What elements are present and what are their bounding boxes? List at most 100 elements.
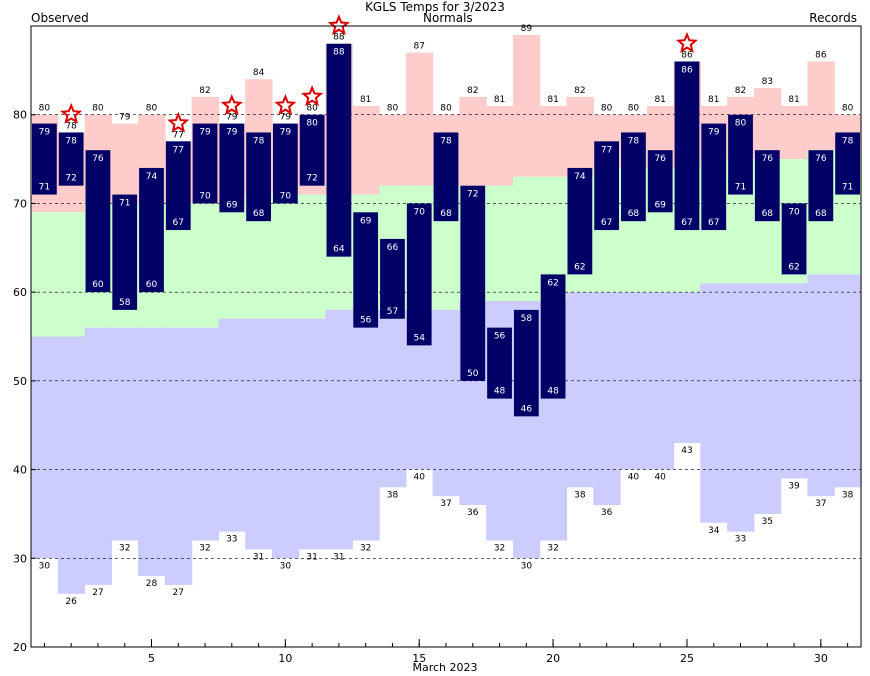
observed-low-label: 68: [815, 209, 827, 219]
record-low-label: 34: [708, 526, 720, 536]
record-star-icon: [301, 85, 324, 107]
record-low-band: [432, 309, 460, 497]
observed-high-label: 74: [146, 172, 158, 182]
observed-bar: [299, 114, 325, 186]
record-low-band: [84, 327, 112, 585]
record-low-band: [57, 336, 86, 594]
record-high-band: [753, 88, 782, 160]
observed-bar: [272, 123, 298, 204]
observed-low-label: 67: [173, 218, 184, 228]
record-low-band: [271, 318, 300, 559]
observed-bar: [754, 150, 780, 222]
record-high-label: 81: [494, 95, 505, 105]
normal-band: [486, 185, 514, 302]
record-low-band: [566, 292, 594, 488]
observed-bar: [621, 132, 646, 222]
observed-high-label: 58: [521, 314, 533, 324]
record-low-label: 38: [387, 490, 399, 500]
observed-bar: [165, 141, 191, 231]
record-low-label: 32: [547, 544, 558, 554]
observed-high-label: 79: [280, 128, 292, 138]
observed-high-label: 79: [39, 128, 51, 138]
normal-band: [31, 212, 59, 337]
record-low-label: 40: [628, 473, 640, 483]
record-high-label: 80: [387, 104, 399, 114]
record-low-label: 30: [280, 561, 292, 571]
record-low-label: 38: [842, 490, 854, 500]
chart-title: KGLS Temps for 3/2023: [365, 0, 505, 14]
observed-low-label: 71: [842, 183, 853, 193]
observed-low-label: 46: [521, 404, 533, 414]
record-star-icon: [675, 31, 698, 53]
normal-band: [191, 203, 220, 328]
record-high-band: [780, 105, 809, 160]
y-tick-label: 40: [13, 464, 27, 477]
record-high-label: 81: [360, 95, 371, 105]
observed-high-label: 79: [708, 128, 720, 138]
observed-low-label: 57: [387, 307, 398, 317]
record-high-label: 86: [815, 50, 827, 60]
record-low-band: [673, 292, 701, 443]
observed-bar: [674, 61, 700, 231]
normal-band: [298, 194, 327, 319]
observed-high-label: 80: [306, 119, 318, 129]
record-high-label: 80: [440, 104, 452, 114]
observed-bar: [808, 150, 834, 222]
record-high-label: 82: [735, 86, 746, 96]
observed-bar: [433, 132, 459, 222]
record-high-label: 88: [333, 33, 345, 43]
observed-bar: [513, 309, 539, 417]
observed-low-label: 71: [39, 183, 50, 193]
record-low-label: 33: [735, 535, 746, 545]
record-low-label: 36: [467, 508, 479, 518]
normal-band: [271, 194, 300, 319]
record-high-band: [352, 105, 380, 195]
record-high-label: 81: [788, 95, 799, 105]
observed-high-label: 66: [387, 243, 399, 253]
record-low-band: [138, 327, 166, 577]
record-high-label: 82: [574, 86, 585, 96]
observed-high-label: 78: [842, 136, 854, 146]
record-low-label: 32: [360, 544, 371, 554]
y-tick-label: 20: [13, 641, 27, 654]
legend-records: Records: [809, 11, 857, 25]
record-high-label: 79: [280, 113, 292, 123]
record-high-label: 78: [65, 121, 77, 131]
observed-bar: [835, 132, 860, 195]
record-high-label: 80: [306, 104, 318, 114]
observed-high-label: 76: [762, 154, 774, 164]
observed-high-label: 69: [360, 216, 372, 226]
record-star-icon: [220, 93, 243, 116]
normal-band: [512, 176, 541, 302]
record-low-band: [593, 292, 621, 506]
observed-high-label: 70: [413, 207, 425, 217]
record-low-band: [191, 327, 220, 541]
record-high-label: 81: [654, 95, 665, 105]
record-low-band: [753, 283, 782, 514]
record-low-band: [111, 327, 139, 541]
observed-low-label: 68: [440, 209, 452, 219]
record-high-band: [512, 34, 541, 177]
record-high-label: 80: [842, 104, 854, 114]
record-high-label: 80: [39, 104, 51, 114]
observed-bar: [192, 123, 218, 204]
record-low-label: 32: [199, 544, 210, 554]
record-high-band: [566, 96, 594, 177]
observed-bar: [540, 274, 566, 399]
observed-high-label: 80: [735, 119, 747, 129]
observed-low-label: 64: [333, 245, 345, 255]
observed-high-label: 72: [467, 190, 478, 200]
observed-high-label: 76: [654, 154, 666, 164]
record-high-band: [807, 61, 835, 151]
y-tick-label: 60: [13, 286, 27, 299]
record-high-band: [486, 105, 514, 186]
observed-high-label: 76: [92, 154, 104, 164]
observed-high-label: 88: [333, 48, 345, 58]
y-tick-label: 50: [13, 375, 27, 388]
x-tick-label: 15: [412, 652, 426, 665]
observed-low-label: 67: [601, 218, 612, 228]
record-low-label: 32: [494, 544, 505, 554]
observed-bar: [781, 203, 807, 275]
observed-high-label: 78: [628, 136, 640, 146]
observed-low-label: 70: [199, 191, 211, 201]
